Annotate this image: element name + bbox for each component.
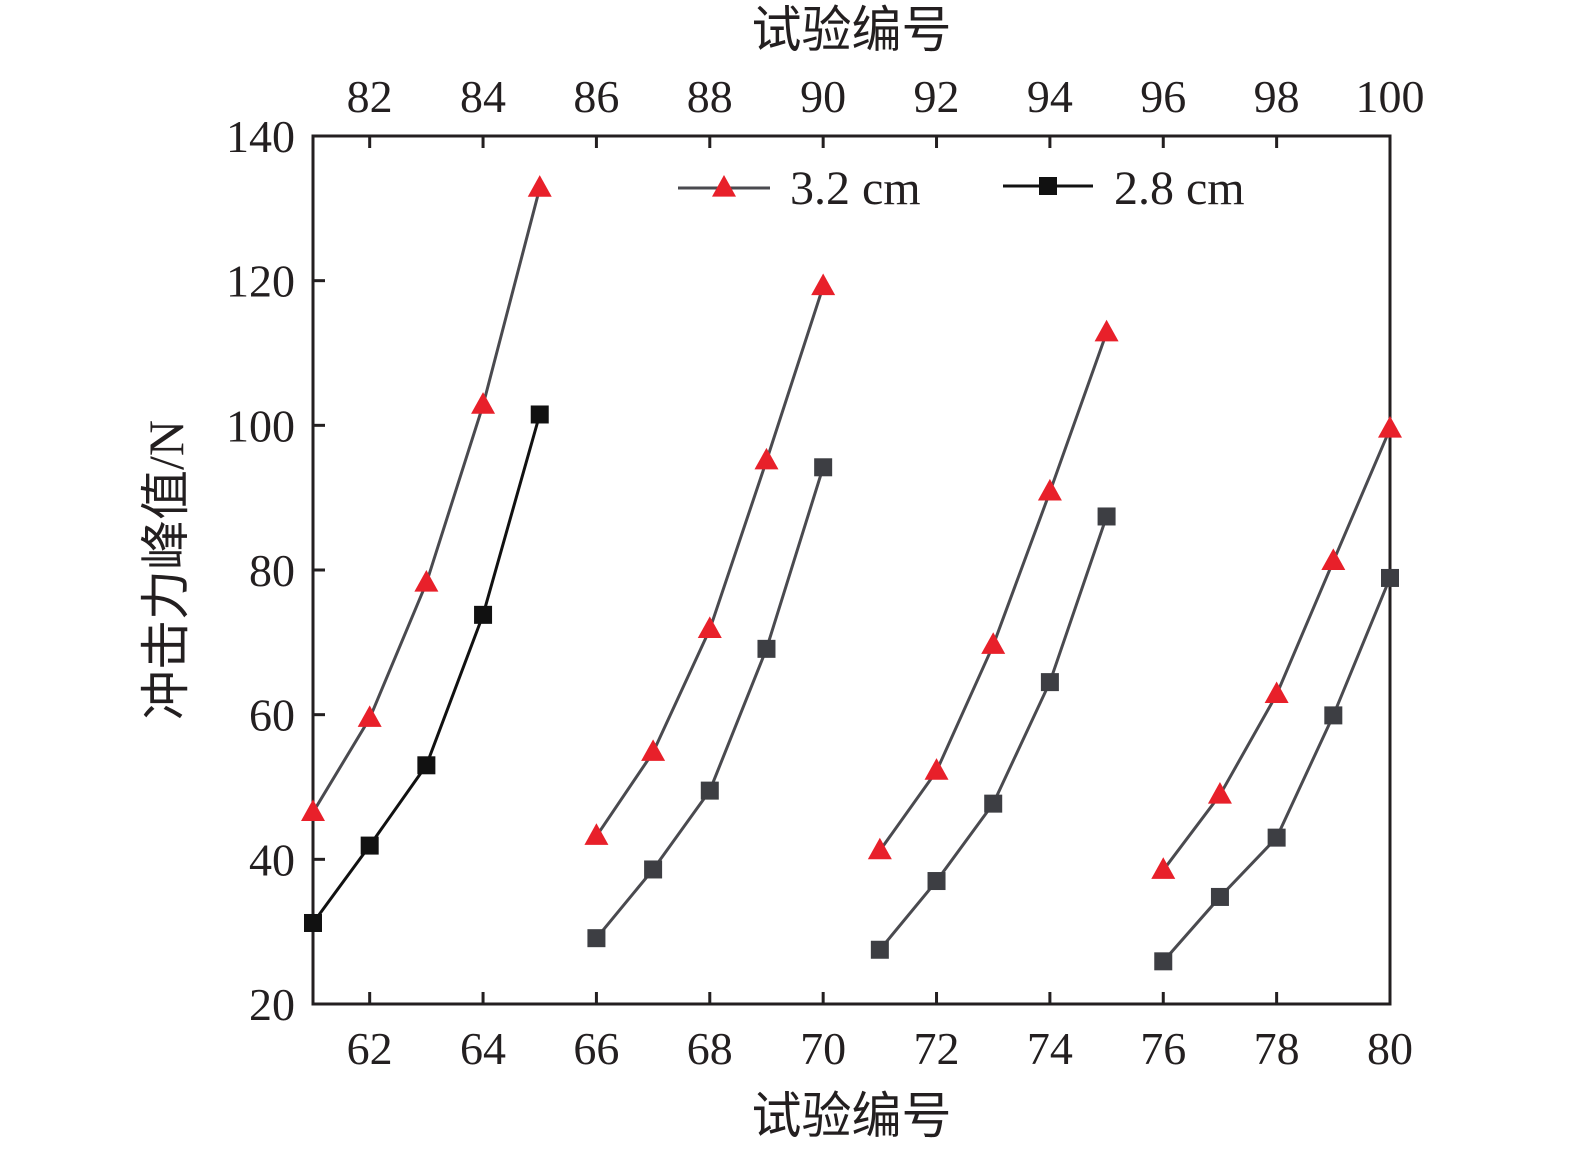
x-tick-label-bottom: 66 bbox=[573, 1023, 619, 1074]
data-point-square bbox=[587, 929, 606, 948]
y-tick-label: 100 bbox=[226, 400, 295, 451]
x-tick-label-bottom: 62 bbox=[347, 1023, 393, 1074]
data-point-square bbox=[1267, 828, 1286, 847]
legend-marker-triangle bbox=[712, 175, 736, 197]
data-point-square bbox=[304, 913, 322, 932]
data-point-triangle bbox=[641, 739, 666, 761]
data-point-triangle bbox=[924, 758, 949, 780]
x-axis-title-bottom: 试验编号 bbox=[752, 1088, 952, 1144]
data-point-triangle bbox=[1094, 319, 1119, 342]
data-point-triangle bbox=[584, 823, 609, 845]
x-tick-label-top: 92 bbox=[914, 71, 960, 122]
data-point-square bbox=[644, 860, 663, 879]
data-point-triangle bbox=[981, 632, 1006, 654]
x-tick-label-top: 90 bbox=[800, 71, 846, 122]
x-tick-label-bottom: 76 bbox=[1140, 1023, 1186, 1074]
data-point-square bbox=[1097, 507, 1116, 526]
y-tick-label: 140 bbox=[226, 111, 295, 162]
legend: 3.2 cm 2.8 cm bbox=[678, 162, 1245, 215]
data-point-square bbox=[927, 872, 946, 891]
data-point-square bbox=[700, 781, 719, 800]
data-point-square bbox=[417, 756, 436, 775]
data-point-triangle bbox=[867, 837, 892, 860]
x-tick-label-bottom: 80 bbox=[1367, 1023, 1413, 1074]
data-point-square bbox=[360, 836, 379, 855]
data-point-square bbox=[1381, 568, 1399, 587]
x-tick-label-top: 100 bbox=[1356, 71, 1425, 122]
x-tick-label-top: 88 bbox=[687, 71, 733, 122]
data-point-triangle bbox=[754, 447, 779, 470]
series-line-3.2cm-group-1 bbox=[311, 187, 542, 814]
y-tick-label: 80 bbox=[249, 545, 295, 596]
y-tick-label: 120 bbox=[226, 256, 295, 307]
series-line-2.8cm-group-3 bbox=[878, 515, 1108, 951]
x-tick-label-top: 98 bbox=[1254, 71, 1300, 122]
data-point-triangle bbox=[357, 705, 382, 727]
data-point-triangle bbox=[471, 392, 496, 414]
data-point-square bbox=[757, 639, 776, 658]
data-point-triangle bbox=[301, 799, 325, 821]
series-line-2.8cm-group-2 bbox=[595, 466, 825, 940]
legend-marker-square bbox=[1039, 177, 1057, 195]
x-tick-label-bottom: 78 bbox=[1254, 1023, 1300, 1074]
series-layer bbox=[301, 175, 1402, 971]
x-tick-label-bottom: 70 bbox=[800, 1023, 846, 1074]
plot-frame bbox=[311, 134, 1392, 1006]
series-line-3.2cm-group-2 bbox=[595, 285, 825, 838]
legend-label-2.8cm: 2.8 cm bbox=[1114, 162, 1245, 215]
x-tick-label-top: 96 bbox=[1140, 71, 1186, 122]
data-point-square bbox=[1210, 887, 1229, 906]
series-line-3.2cm-group-3 bbox=[878, 332, 1108, 852]
data-point-square bbox=[984, 794, 1003, 813]
series-line-3.2cm-group-4 bbox=[1162, 428, 1392, 872]
x-axis-title-top: 试验编号 bbox=[752, 2, 952, 58]
y-axis-title: 冲击力峰值/N bbox=[138, 420, 194, 720]
data-point-square bbox=[530, 405, 549, 424]
data-point-triangle bbox=[1378, 415, 1402, 438]
data-point-square bbox=[1324, 706, 1343, 725]
data-point-triangle bbox=[1321, 548, 1346, 570]
x-tick-label-top: 84 bbox=[460, 71, 506, 122]
data-point-triangle bbox=[697, 616, 722, 638]
y-tick-label: 20 bbox=[249, 979, 295, 1030]
y-tick-label: 60 bbox=[249, 690, 295, 741]
data-point-square bbox=[474, 605, 493, 624]
data-point-triangle bbox=[1264, 681, 1289, 704]
y-tick-label: 40 bbox=[249, 834, 295, 885]
data-point-triangle bbox=[527, 175, 552, 197]
x-tick-label-bottom: 72 bbox=[914, 1023, 960, 1074]
series-line-2.8cm-group-4 bbox=[1162, 577, 1392, 963]
x-tick-label-bottom: 68 bbox=[687, 1023, 733, 1074]
data-point-square bbox=[870, 940, 889, 959]
data-point-square bbox=[1154, 952, 1173, 971]
x-tick-label-top: 94 bbox=[1027, 71, 1073, 122]
data-point-triangle bbox=[1207, 781, 1232, 804]
x-tick-label-bottom: 74 bbox=[1027, 1023, 1073, 1074]
x-tick-label-top: 86 bbox=[573, 71, 619, 122]
data-point-triangle bbox=[414, 570, 439, 592]
data-point-square bbox=[814, 458, 833, 477]
data-point-triangle bbox=[811, 273, 836, 296]
data-point-triangle bbox=[1151, 857, 1176, 879]
data-point-triangle bbox=[1037, 478, 1062, 501]
x-tick-label-top: 82 bbox=[347, 71, 393, 122]
x-tick-label-bottom: 64 bbox=[460, 1023, 506, 1074]
series-line-2.8cm-group-1 bbox=[311, 414, 542, 924]
axes-layer: 62 64 66 68 70 72 74 76 78 80 82 84 86 88 90 92 94 96 98 10… bbox=[226, 71, 1425, 1074]
data-point-square bbox=[1040, 673, 1059, 692]
legend-label-3.2cm: 3.2 cm bbox=[790, 162, 921, 215]
